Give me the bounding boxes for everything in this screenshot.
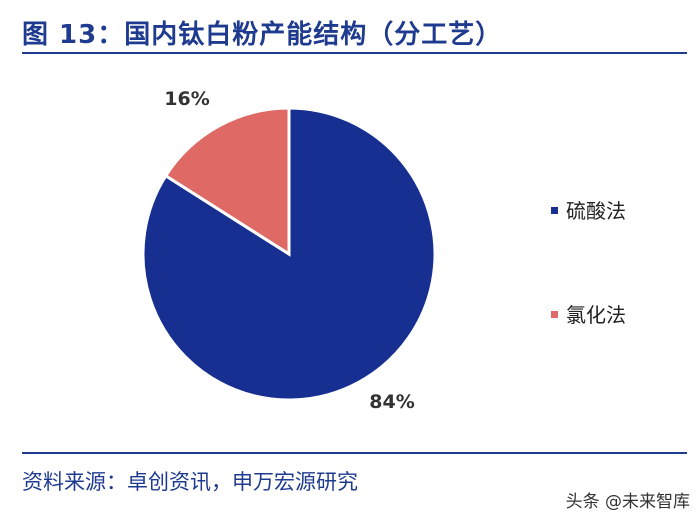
legend-label-1: 硫酸法 (566, 199, 626, 223)
pie-slice-2 (163, 106, 291, 257)
chart-title: 图 13：国内钛白粉产能结构（分工艺） (22, 20, 503, 50)
data-label-1: 84% (369, 391, 414, 413)
source-note: 资料来源：卓创资讯，申万宏源研究 (22, 470, 358, 494)
footer-divider (22, 452, 687, 454)
data-label-2: 16% (164, 88, 209, 110)
pie-labels: 84% 16% (164, 88, 414, 413)
legend-marker-2 (551, 311, 558, 318)
legend-marker-1 (551, 207, 558, 214)
watermark-text: 头条 @未来智库 (565, 492, 690, 512)
pie-slices (141, 106, 437, 402)
watermark: 头条 @未来智库 (566, 487, 690, 512)
legend-label-2: 氯化法 (566, 303, 626, 327)
title-divider (22, 52, 687, 54)
